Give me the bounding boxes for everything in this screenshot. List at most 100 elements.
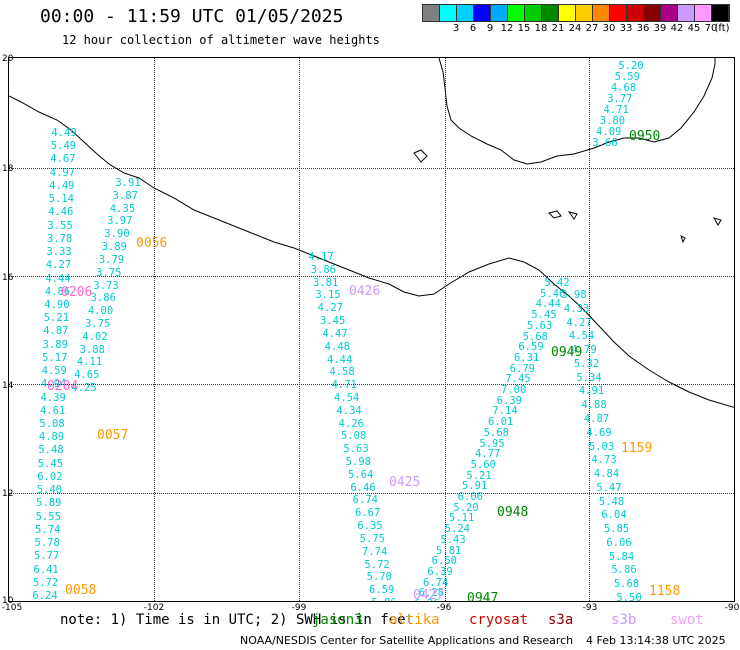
wave-height-value: 6.46 <box>350 481 376 494</box>
legend-tick-label: 18 <box>534 23 548 34</box>
wave-height-value: 5.24 <box>444 523 470 536</box>
wave-height-value: 4.89 <box>38 431 65 444</box>
wave-height-value: 5.89 <box>36 497 62 510</box>
wave-height-value: 4.49 <box>51 127 77 139</box>
longitude-label: -105 <box>1 603 23 613</box>
wave-height-value: 5.86 <box>611 564 637 577</box>
wave-height-value: 5.68 <box>483 426 509 439</box>
latitude-label: 14 <box>2 381 14 391</box>
pass-time-label: 0204 <box>47 379 79 394</box>
wave-height-value: 3.86 <box>310 263 336 276</box>
wave-height-value: 4.17 <box>308 251 334 263</box>
wave-height-value: 5.68 <box>522 330 548 343</box>
wave-height-value: 4.87 <box>43 325 69 338</box>
wave-height-value: 5.70 <box>366 571 392 584</box>
longitude-label: -96 <box>436 603 452 613</box>
wave-height-value: 4.27 <box>317 302 343 315</box>
wave-height-value: 4.27 <box>566 316 592 329</box>
legend-swatch <box>508 5 525 21</box>
legend-tick-label: 42 <box>670 23 684 34</box>
wave-height-value: 6.59 <box>369 584 395 597</box>
wave-height-value: 5.08 <box>341 430 367 443</box>
legend-unit-label: (ft) <box>714 23 730 34</box>
legend-tick-label: 27 <box>585 23 599 34</box>
wave-height-value: 7.74 <box>362 545 388 558</box>
wave-height-value: 4.59 <box>41 365 67 378</box>
legend-swatch <box>695 5 712 21</box>
wave-height-value: 3.89 <box>42 338 68 351</box>
legend-swatch <box>661 5 678 21</box>
footer-note: note: 1) Time is in UTC; 2) SWH is in fe… <box>60 612 415 628</box>
legend-swatch <box>627 5 644 21</box>
pass-time-label: 0058 <box>65 583 97 598</box>
wave-height-value: 4.73 <box>591 454 617 467</box>
wave-height-value: 4.44 <box>45 272 71 285</box>
legend-tick-label: 70 <box>704 23 718 34</box>
satellite-legend-item: cryosat <box>469 612 529 628</box>
wave-height-value: 4.49 <box>49 179 75 192</box>
pass-time-label: 0057 <box>97 428 129 443</box>
latitude-label: 20 <box>2 54 14 64</box>
wave-height-value: 4.79 <box>571 344 597 357</box>
wave-height-value: 6.67 <box>355 507 381 520</box>
wave-height-value: 3.75 <box>96 266 122 279</box>
wave-height-value: 4.88 <box>581 399 607 412</box>
legend-tick-label: 12 <box>500 23 514 34</box>
wave-height-value: 3.89 <box>101 241 127 254</box>
wave-height-value: 6.04 <box>601 509 627 522</box>
wave-height-value: 6.06 <box>606 536 632 549</box>
wave-height-value: 4.54 <box>334 391 360 404</box>
wave-height-value: 5.63 <box>343 443 369 456</box>
wave-height-value: 4.65 <box>74 369 100 382</box>
wave-height-value: 5.98 <box>345 456 371 469</box>
wave-height-value: 5.75 <box>359 532 385 545</box>
wave-height-value: 3.86 <box>90 292 116 305</box>
legend-tick-label: 30 <box>602 23 616 34</box>
parallel-line <box>9 276 734 277</box>
legend-tick-label: 15 <box>517 23 531 34</box>
satellite-legend-item: s3b <box>611 612 637 628</box>
wave-height-value: 5.49 <box>50 140 77 153</box>
wave-height-value: 5.21 <box>466 469 492 482</box>
credit-text: NOAA/NESDIS Center for Satellite Applica… <box>240 634 574 647</box>
pass-time-label: 0950 <box>629 129 661 144</box>
parallel-line <box>9 493 734 494</box>
meridian-line <box>154 58 155 601</box>
wave-height-value: 7.45 <box>505 373 531 386</box>
wave-height-value: 4.27 <box>45 259 72 272</box>
wave-height-value: 5.21 <box>43 312 70 325</box>
wave-height-value: 6.74 <box>352 494 378 507</box>
wave-height-value: 4.54 <box>568 330 595 343</box>
wave-height-value: 4.97 <box>49 166 76 179</box>
wave-height-value: 3.73 <box>93 279 119 292</box>
wave-height-value: 5.03 <box>588 440 615 453</box>
wave-height-value: 3.66 <box>592 137 618 149</box>
legend-swatch <box>576 5 593 21</box>
wave-height-value: 3.97 <box>107 215 133 228</box>
wave-height-value: 5.48 <box>598 495 625 508</box>
wave-height-value: 3.90 <box>104 228 130 241</box>
wave-height-value: 3.78 <box>47 232 73 245</box>
wave-height-value: 3.81 <box>313 276 339 289</box>
wave-height-value: 5.72 <box>32 576 59 589</box>
wave-height-value: 6.31 <box>514 351 540 364</box>
wave-height-value: 4.02 <box>82 330 108 343</box>
wave-height-value: 5.20 <box>618 60 644 72</box>
wave-height-value: 5.74 <box>35 523 61 536</box>
wave-height-value: 5.50 <box>616 592 642 602</box>
wave-height-value: 6.41 <box>33 563 59 576</box>
wave-height-value: 4.44 <box>535 298 561 311</box>
legend-swatch <box>644 5 661 21</box>
satellite-legend-item: altika <box>389 612 440 628</box>
map-area[interactable]: 4.49 5.49 4.67 4.97 4.49 5.14 4.46 3.55 3.78 3.33… <box>8 57 735 602</box>
wave-height-value: 6.50 <box>431 555 457 568</box>
wave-height-value: 5.68 <box>613 578 640 591</box>
latitude-label: 16 <box>2 273 14 283</box>
pass-time-label: 0206 <box>61 285 93 300</box>
wave-height-value: 5.45 <box>37 457 64 470</box>
wave-height-value: 4.47 <box>322 327 348 340</box>
wave-height-value: 3.79 <box>98 253 125 266</box>
wave-height-value: 6.01 <box>488 416 514 429</box>
wave-height-value: 3.88 <box>79 343 105 356</box>
wave-height-value: 5.11 <box>449 512 475 525</box>
